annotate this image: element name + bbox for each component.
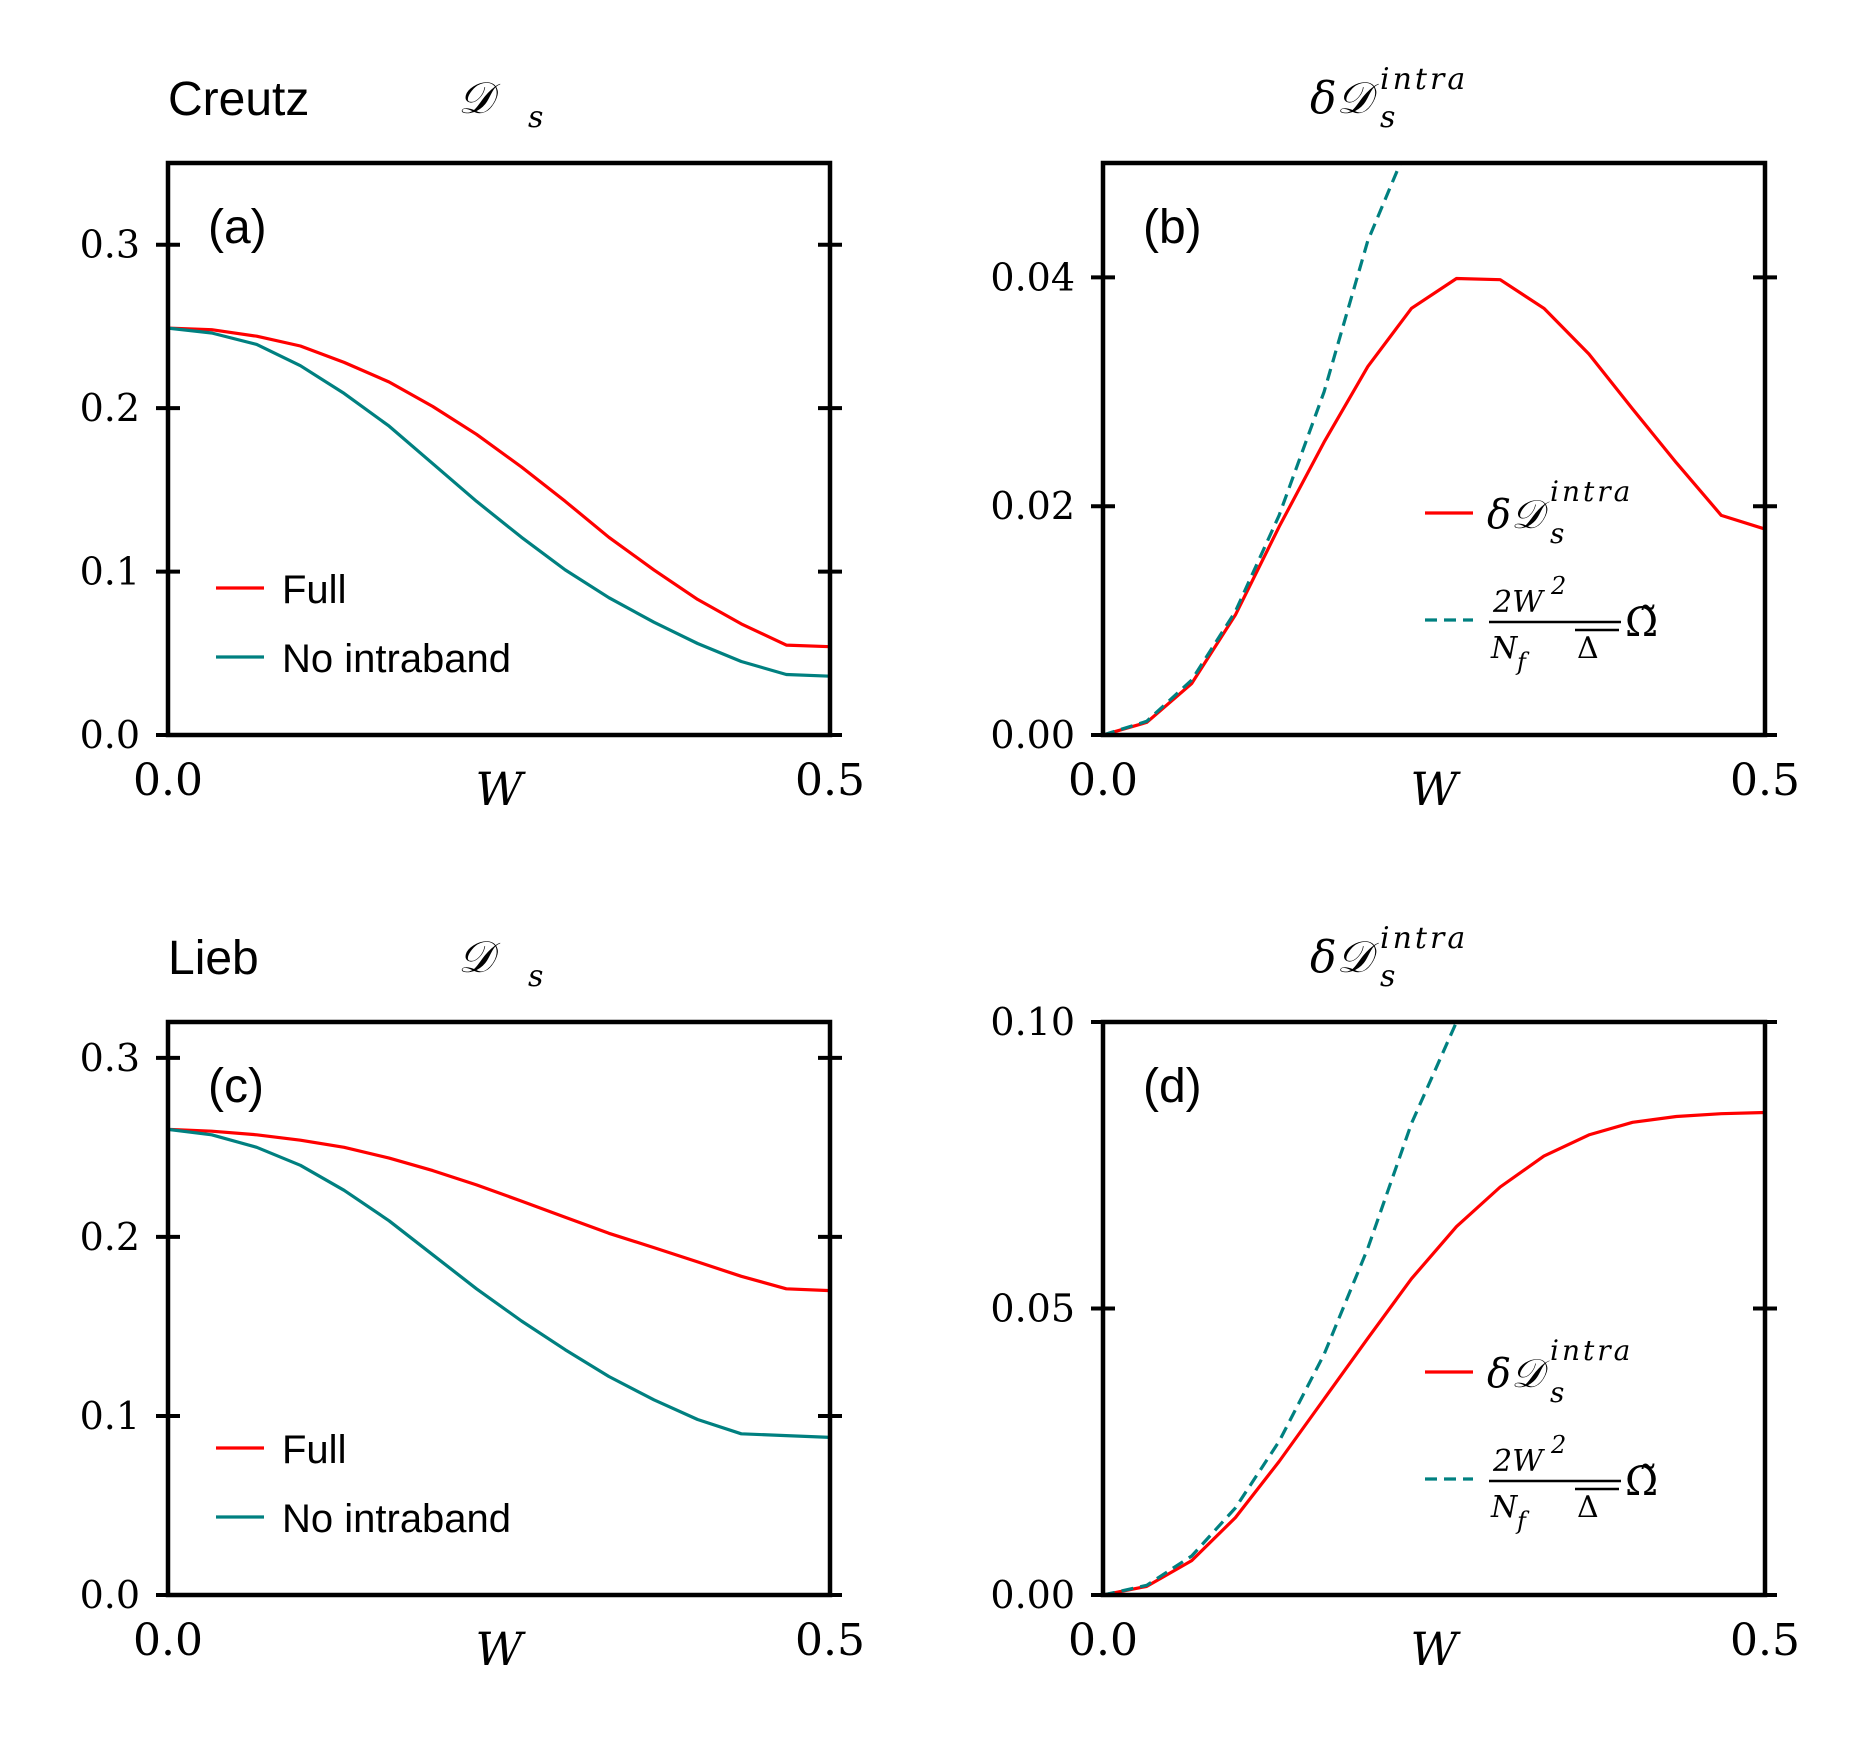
series-line-no-intraband	[168, 1127, 830, 1439]
legend-entry-main: δ𝒟	[1487, 1351, 1550, 1397]
y-tick-label: 0.3	[80, 223, 140, 267]
legend-entry: No intraband	[282, 1497, 511, 1541]
legend-entry-sup: intra	[1550, 1334, 1633, 1367]
y-tick-label: 0.0	[80, 713, 140, 757]
legend-frac-delta: Δ	[1577, 1490, 1599, 1525]
legend-entry: Full	[282, 568, 346, 612]
legend-entry-sub: s	[1550, 517, 1564, 550]
y-tick-label: 0.05	[990, 1287, 1075, 1331]
series-line-full	[1103, 276, 1765, 735]
x-tick-label: 0.5	[795, 1615, 865, 1666]
y-tick-label: 0.2	[80, 1215, 140, 1259]
title-sup: intra	[1380, 921, 1468, 956]
y-tick-label: 0.1	[80, 1394, 140, 1438]
axes-frame	[1100, 160, 1768, 738]
series-line-full	[1103, 1110, 1765, 1595]
legend-frac-num-sup: 2	[1550, 572, 1566, 600]
legend-frac-den-sub: f	[1515, 1507, 1530, 1535]
system-label: Creutz	[168, 73, 309, 126]
axes-frame	[165, 1019, 833, 1598]
x-tick-label: 0.0	[1068, 1615, 1138, 1666]
title-main: 𝒟	[458, 73, 501, 124]
x-axis-label: W	[475, 762, 526, 816]
series-line-full	[168, 326, 830, 649]
legend-frac-denominator: N	[1490, 1490, 1519, 1525]
title-sup: intra	[1380, 62, 1468, 97]
x-tick-label: 0.5	[1730, 755, 1800, 806]
legend-entry-sup: intra	[1550, 475, 1633, 508]
system-label: Lieb	[168, 932, 259, 985]
legend-frac-suffix: Ω̃	[1625, 600, 1658, 646]
x-tick-label: 0.0	[133, 1615, 203, 1666]
y-tick-label: 0.00	[990, 713, 1075, 757]
series-line-full	[168, 1127, 830, 1293]
x-axis-label: W	[475, 1622, 526, 1676]
legend-entry: No intraband	[282, 637, 511, 681]
y-tick-label: 0.3	[80, 1036, 140, 1080]
legend-frac-denominator: N	[1490, 631, 1519, 666]
series-line-approx	[1103, 163, 1403, 735]
y-tick-label: 0.02	[990, 484, 1075, 528]
legend-frac-den-sub: f	[1515, 648, 1530, 676]
x-tick-label: 0.5	[795, 755, 865, 806]
legend: δ𝒟 s intra 2W 2 N f Δ Ω̃	[1425, 1334, 1658, 1535]
legend: Full No intraband	[216, 568, 511, 681]
legend-frac-delta: Δ	[1577, 631, 1599, 666]
y-tick-label: 0.0	[80, 1573, 140, 1617]
title-sub: s	[1380, 959, 1395, 994]
title-sub: s	[528, 959, 543, 994]
title-main: 𝒟	[458, 932, 501, 983]
panel-label: (c)	[208, 1060, 264, 1113]
legend-entry: Full	[282, 1428, 346, 1472]
panel-label: (a)	[208, 201, 267, 254]
legend-entry-sub: s	[1550, 1376, 1564, 1409]
x-axis-label: W	[1410, 762, 1461, 816]
x-tick-label: 0.0	[133, 755, 203, 806]
y-tick-label: 0.1	[80, 550, 140, 594]
x-axis-label: W	[1410, 1622, 1461, 1676]
title-main: δ𝒟	[1310, 73, 1379, 124]
legend: Full No intraband	[216, 1428, 511, 1541]
series-line-no-intraband	[168, 326, 830, 678]
title-sub: s	[528, 100, 543, 135]
legend: δ𝒟 s intra 2W 2 N f Δ Ω̃	[1425, 475, 1658, 676]
axes-frame	[1100, 1019, 1768, 1598]
x-tick-label: 0.5	[1730, 1615, 1800, 1666]
panel-label: (d)	[1143, 1060, 1202, 1113]
legend-frac-numerator: 2W	[1492, 585, 1545, 620]
legend-frac-num-sup: 2	[1550, 1431, 1566, 1459]
y-tick-label: 0.10	[990, 1000, 1075, 1044]
panel-label: (b)	[1143, 201, 1202, 254]
y-tick-label: 0.00	[990, 1573, 1075, 1617]
y-tick-label: 0.2	[80, 386, 140, 430]
title-main: δ𝒟	[1310, 932, 1379, 983]
legend-entry-main: δ𝒟	[1487, 492, 1550, 538]
series-line-approx	[1103, 1022, 1487, 1595]
title-sub: s	[1380, 100, 1395, 135]
axes-frame	[165, 160, 833, 738]
legend-frac-numerator: 2W	[1492, 1444, 1545, 1479]
y-tick-label: 0.04	[990, 255, 1075, 299]
x-tick-label: 0.0	[1068, 755, 1138, 806]
legend-frac-suffix: Ω̃	[1625, 1459, 1658, 1505]
